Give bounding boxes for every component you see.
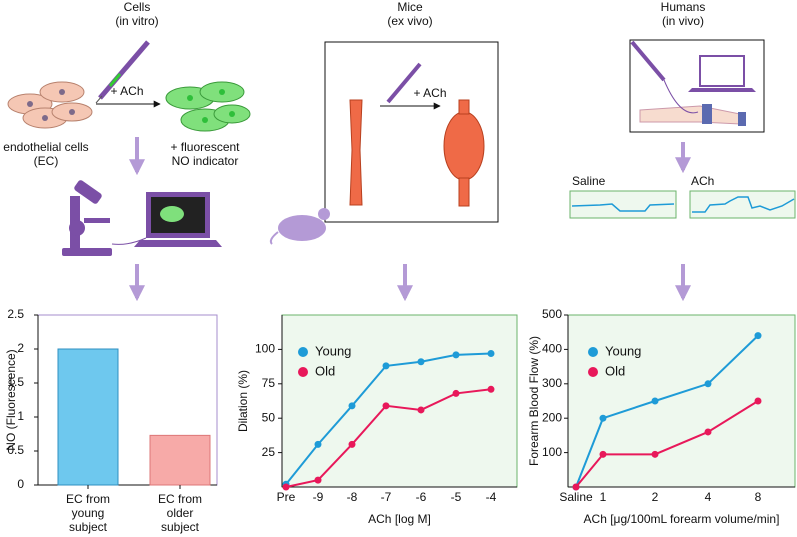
column-subtitle: (in vivo) [662, 14, 704, 28]
legend-label: Young [315, 343, 351, 358]
y-tick-label: 1 [17, 409, 24, 423]
trace-label: ACh [691, 174, 714, 188]
x-tick-label: -9 [313, 490, 324, 504]
frame [629, 39, 765, 133]
y-tick-label: 1.5 [7, 375, 24, 389]
legend-label: Young [605, 343, 641, 358]
column-subtitle: (in vitro) [115, 14, 158, 28]
x-tick-label: 2 [652, 490, 659, 504]
bar [149, 434, 211, 486]
point [348, 402, 356, 410]
cell-label: NO indicator [172, 154, 239, 168]
x-tick-label: -7 [381, 490, 392, 504]
point [651, 450, 659, 458]
syringe [95, 40, 150, 104]
y-tick-label: 25 [262, 445, 276, 459]
legend-label: Old [605, 363, 625, 378]
bar [57, 348, 119, 486]
y-tick-label: 100 [255, 342, 275, 356]
column-title: Mice [397, 0, 423, 14]
y-tick-label: 2.5 [7, 307, 24, 321]
x-tick-label: 4 [705, 490, 712, 504]
x-tick-label: Saline [559, 490, 593, 504]
fluorescent-cells [165, 81, 251, 132]
point [314, 440, 322, 448]
cell-label: endothelial cells [3, 140, 88, 154]
arm-setup [630, 40, 756, 126]
y-tick-label: 0.5 [7, 443, 24, 457]
x-tick-label: 1 [600, 490, 607, 504]
point [452, 389, 460, 397]
y-tick-label: 2 [17, 341, 24, 355]
y-tick-label: 400 [542, 342, 562, 356]
point [487, 385, 495, 393]
stimulus-label: + ACh [413, 86, 446, 100]
x-tick-label: -4 [486, 490, 497, 504]
stimulus-label: + ACh [110, 84, 143, 98]
y-tick-label: 500 [542, 307, 562, 321]
y-axis-label: Dilation (%) [236, 370, 250, 432]
plot-area [281, 314, 518, 488]
point [314, 476, 322, 484]
y-tick-label: 0 [17, 477, 24, 491]
x-tick-label: EC from young subject [65, 492, 110, 534]
trace [571, 203, 675, 212]
trace [692, 196, 795, 213]
y-tick-label: 100 [542, 445, 562, 459]
point [754, 332, 762, 340]
point [282, 483, 290, 491]
column-title: Cells [124, 0, 151, 14]
point [704, 428, 712, 436]
point [452, 351, 460, 359]
point [754, 397, 762, 405]
mouse [269, 208, 330, 245]
x-tick-label: Pre [277, 490, 296, 504]
trace-label: Saline [572, 174, 606, 188]
point [487, 350, 495, 358]
point [382, 402, 390, 410]
point [417, 358, 425, 366]
point [599, 414, 607, 422]
frame [324, 41, 499, 223]
y-tick-label: 50 [262, 410, 276, 424]
column-title: Humans [661, 0, 706, 14]
y-tick-label: 200 [542, 410, 562, 424]
legend-marker [298, 367, 308, 377]
legend-marker [588, 347, 598, 357]
cable [111, 237, 147, 245]
y-tick-label: 300 [542, 376, 562, 390]
syringe [386, 62, 422, 104]
x-tick-label: EC from older subject [157, 492, 202, 534]
cell-label: (EC) [34, 154, 59, 168]
point [651, 397, 659, 405]
endothelial-cells [7, 81, 93, 129]
x-axis-label: ACh [μg/100mL forearm volume/min] [584, 512, 780, 526]
legend-marker [588, 367, 598, 377]
column-subtitle: (ex vivo) [387, 14, 432, 28]
point [417, 406, 425, 414]
x-tick-label: 8 [755, 490, 762, 504]
y-axis-label: Forearm Blood Flow (%) [527, 336, 541, 466]
point [704, 380, 712, 388]
microscope [62, 180, 112, 256]
x-tick-label: -5 [451, 490, 462, 504]
x-tick-label: -8 [347, 490, 358, 504]
cell-label: + fluorescent [170, 140, 240, 154]
legend-marker [298, 347, 308, 357]
vessel [349, 99, 485, 207]
point [599, 450, 607, 458]
legend-label: Old [315, 363, 335, 378]
laptop [134, 192, 222, 247]
y-axis-label: NO (Fluorescence) [4, 349, 18, 450]
point [348, 440, 356, 448]
x-tick-label: -6 [416, 490, 427, 504]
y-tick-label: 75 [262, 376, 276, 390]
point [382, 362, 390, 370]
point [572, 483, 580, 491]
trace-box [689, 190, 796, 219]
x-axis-label: ACh [log M] [368, 512, 431, 526]
